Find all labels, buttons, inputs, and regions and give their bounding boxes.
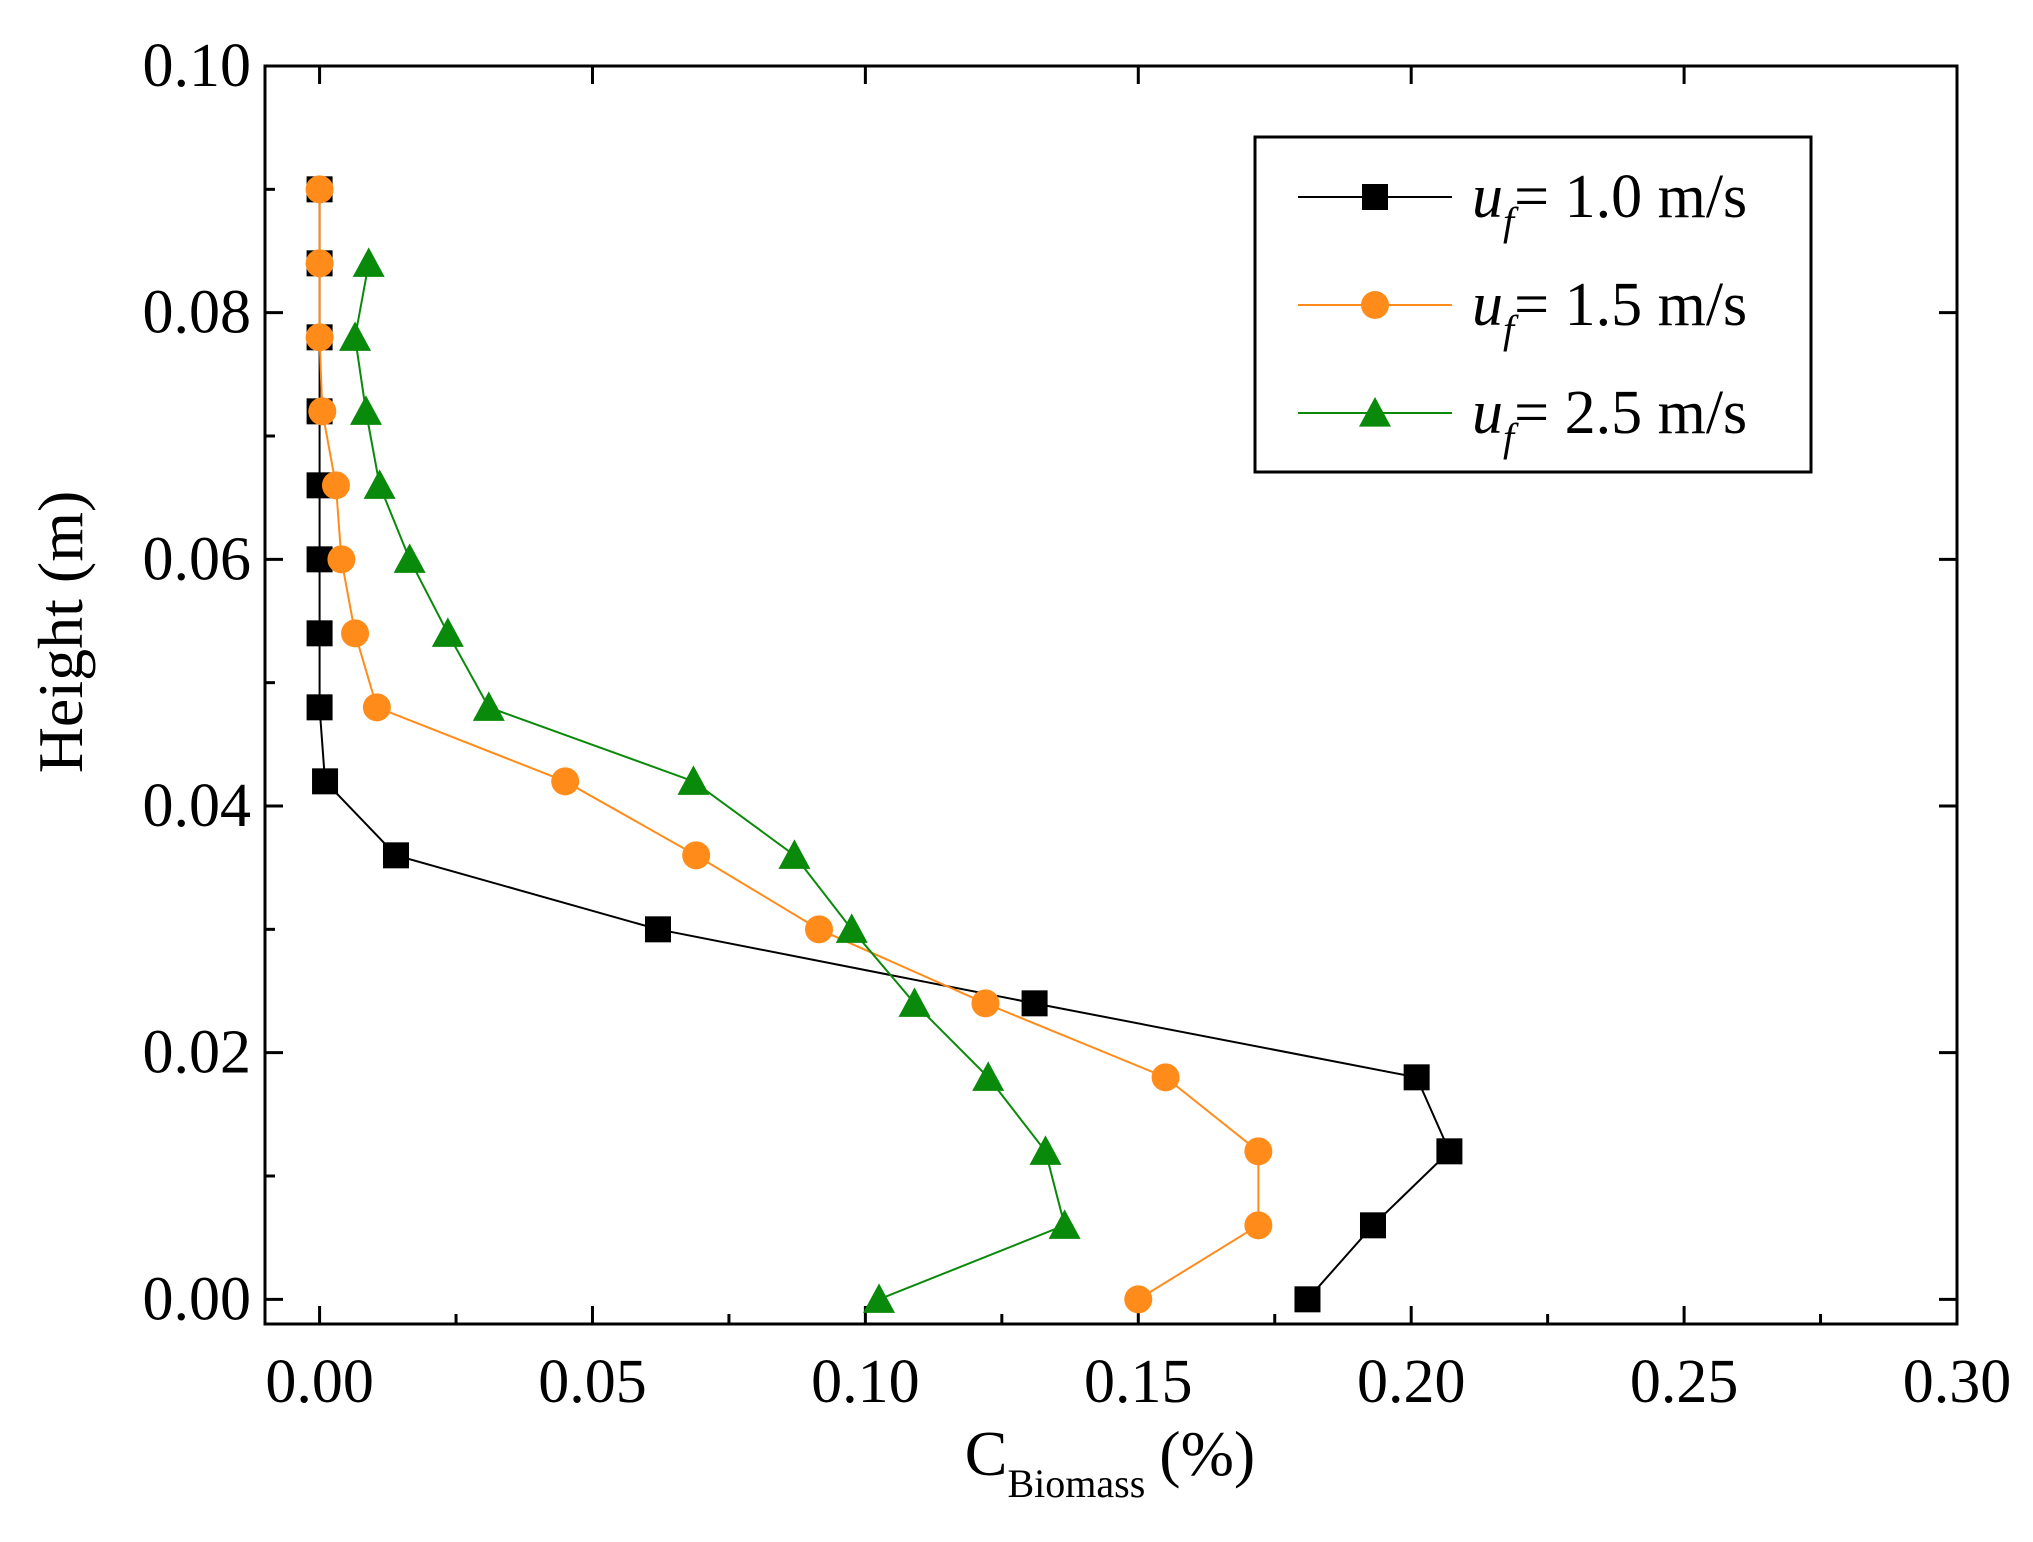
x-tick-label: 0.05: [538, 1348, 647, 1416]
x-tick-label: 0.20: [1357, 1348, 1466, 1416]
legend-label: uf= 1.0 m/s: [1472, 163, 1747, 244]
data-point: [972, 1061, 1005, 1091]
data-point: [1436, 1138, 1463, 1165]
data-point: [306, 694, 333, 721]
data-point: [305, 175, 334, 204]
x-axis-tick-labels: 0.00 0.05 0.10 0.15 0.20 0.25 0.30: [265, 1348, 2011, 1416]
legend-item-2: uf= 1.5 m/s: [1298, 271, 1747, 352]
series-line: [318, 189, 1260, 1301]
legend-value: = 1.0 m/s: [1514, 163, 1747, 231]
legend-swatch-marker: [1359, 397, 1391, 427]
legend-item-3: uf= 2.5 m/s: [1298, 379, 1747, 460]
legend-label: uf= 2.5 m/s: [1472, 379, 1747, 460]
y-tick-label: 0.00: [143, 1265, 252, 1333]
x-tick-label: 0.10: [811, 1348, 920, 1416]
data-point: [682, 841, 711, 870]
legend-value: = 1.5 m/s: [1514, 271, 1747, 339]
y-axis-tick-labels: 0.00 0.02 0.04 0.06 0.08 0.10: [143, 32, 252, 1333]
data-point: [349, 395, 382, 425]
data-point: [472, 691, 505, 721]
data-point: [804, 915, 833, 944]
data-point: [778, 839, 811, 869]
y-tick-label: 0.02: [143, 1019, 252, 1087]
data-point: [1244, 1211, 1273, 1240]
y-tick-label: 0.10: [143, 32, 252, 100]
data-point: [382, 842, 409, 869]
data-point: [1151, 1063, 1180, 1092]
data-point: [352, 247, 385, 277]
data-point: [308, 397, 337, 426]
data-point: [898, 987, 931, 1017]
series-2: [305, 175, 1273, 1314]
x-axis-label-unit: (%): [1159, 1418, 1255, 1489]
data-point: [863, 1283, 896, 1313]
data-point: [644, 916, 671, 943]
data-point: [339, 321, 372, 351]
y-tick-label: 0.06: [143, 525, 252, 593]
data-point: [321, 471, 350, 500]
data-point: [971, 989, 1000, 1018]
y-tick-label: 0.08: [143, 279, 252, 347]
legend-value: = 2.5 m/s: [1514, 379, 1747, 447]
legend-swatch-marker: [1361, 291, 1389, 319]
data-point: [306, 620, 333, 647]
x-axis-label-main: C: [965, 1418, 1008, 1489]
data-point: [1403, 1064, 1430, 1091]
data-point: [835, 913, 868, 943]
series-layer: [305, 175, 1463, 1314]
data-point: [341, 619, 370, 648]
x-axis-label: CBiomass (%): [965, 1418, 1255, 1506]
x-tick-label: 0.25: [1630, 1348, 1739, 1416]
series-line: [318, 189, 1451, 1300]
data-point: [312, 768, 339, 795]
data-point: [1294, 1286, 1321, 1313]
legend-item-1: uf= 1.0 m/s: [1298, 163, 1747, 244]
data-point: [1244, 1137, 1273, 1166]
data-point: [1029, 1135, 1062, 1165]
x-tick-label: 0.30: [1903, 1348, 2012, 1416]
y-axis-label: Height (m): [25, 491, 96, 774]
data-point: [305, 249, 334, 278]
x-tick-label: 0.15: [1084, 1348, 1193, 1416]
x-tick-label: 0.00: [265, 1348, 374, 1416]
data-point: [1359, 1212, 1386, 1239]
y-tick-label: 0.04: [143, 772, 252, 840]
y-axis-ticks: [265, 64, 1957, 1301]
legend: uf= 1.0 m/s uf= 1.5 m/s uf= 2.5 m/s: [1253, 135, 1813, 474]
x-axis-label-subscript: Biomass: [1007, 1461, 1145, 1506]
series-3: [339, 247, 1081, 1313]
legend-items: uf= 1.0 m/s uf= 1.5 m/s uf= 2.5 m/s: [1298, 163, 1747, 460]
data-point: [1048, 1209, 1081, 1239]
series-line: [354, 263, 1066, 1301]
data-point: [1124, 1285, 1153, 1314]
data-point: [677, 765, 710, 795]
plot-area-frame: [263, 64, 1959, 1326]
legend-var: u: [1472, 163, 1503, 231]
data-point: [431, 617, 464, 647]
legend-label: uf= 1.5 m/s: [1472, 271, 1747, 352]
legend-swatch-marker: [1362, 184, 1388, 210]
legend-var: u: [1472, 379, 1503, 447]
data-point: [362, 693, 391, 722]
data-point: [393, 543, 426, 573]
data-point: [551, 767, 580, 796]
data-point: [1021, 990, 1048, 1017]
data-point: [363, 469, 396, 499]
x-axis-ticks: [318, 66, 1959, 1324]
data-point: [305, 323, 334, 352]
legend-var: u: [1472, 271, 1503, 339]
data-point: [327, 545, 356, 574]
